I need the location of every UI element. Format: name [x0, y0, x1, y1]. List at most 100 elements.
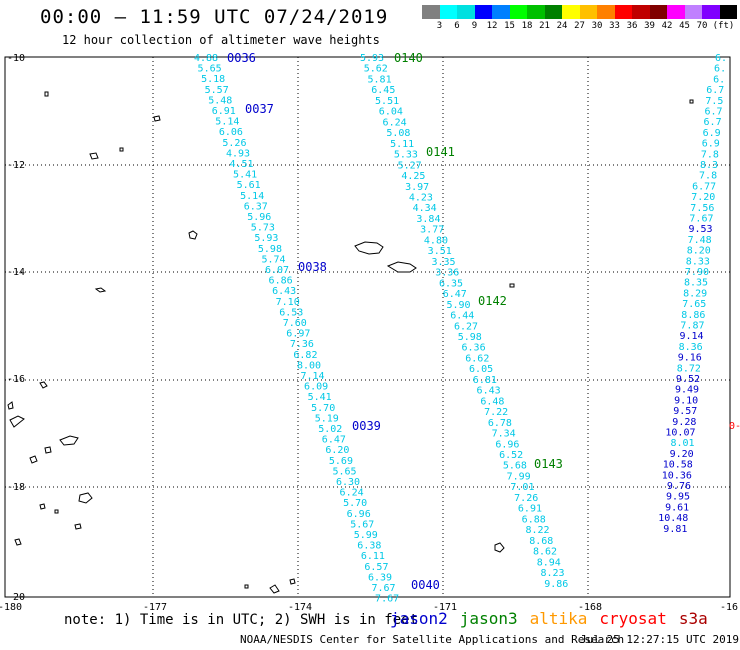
longitude-label: -174: [288, 602, 312, 613]
swh-value: 9.86: [544, 579, 568, 590]
swh-value: 6.82: [293, 350, 317, 361]
scale-label: 9: [471, 21, 478, 31]
longitude-label: -180: [0, 602, 22, 613]
swh-value: 5.02: [318, 424, 342, 435]
scale-label: 45: [679, 21, 690, 31]
swh-value: 6.7: [704, 107, 722, 118]
track-b-swh-values: 5.935.625.816.455.516.046.245.085.115.33…: [360, 53, 568, 590]
swh-value: 4.25: [401, 171, 425, 182]
swh-value: 6.53: [279, 307, 303, 318]
swh-value: 7.99: [507, 471, 531, 482]
pass-label: 0143: [534, 457, 563, 471]
swh-value: 6.77: [692, 181, 716, 192]
scale-swatch: [492, 5, 510, 19]
swh-value: 6.04: [379, 107, 403, 118]
swh-value: 6.81: [473, 375, 497, 386]
swh-value: 4.34: [413, 203, 437, 214]
swh-value: 5.19: [315, 413, 339, 424]
islands: [7, 91, 694, 594]
swh-value: 7.5: [705, 96, 723, 107]
swh-value: 6.30: [336, 477, 360, 488]
swh-value: 5.33: [394, 150, 418, 161]
legend-item-cryosat: cryosat: [599, 609, 667, 628]
note-text: note: 1) Time is in UTC; 2) SWH is in fe…: [64, 612, 419, 628]
swh-value: 6.52: [499, 450, 523, 461]
swh-value: 5.57: [205, 85, 229, 96]
swh-value: 5.26: [222, 138, 246, 149]
island-upolu: [386, 261, 417, 273]
swh-value: 9.16: [678, 353, 702, 364]
scale-label: 6: [454, 21, 460, 31]
swh-value: 5.93: [254, 233, 278, 244]
swh-value: 7.65: [682, 299, 706, 310]
swh-value: 5.48: [208, 95, 232, 106]
swh-value: 8.00: [297, 360, 321, 371]
swh-value: 9.49: [675, 385, 699, 396]
swh-value: 7.48: [688, 235, 712, 246]
scale-label: 24: [556, 21, 568, 31]
scale-swatch: [509, 5, 527, 19]
latitude-labels: -10 -12 -14 -16 -18 -20: [7, 53, 25, 603]
pass-labels: 0036 0037 0038 0039 0040 0140 0141 0142 0143: [227, 51, 563, 592]
scale-label: 42: [661, 21, 673, 31]
swh-value: 10.48: [658, 513, 688, 524]
scale-label: 70: [696, 21, 708, 31]
swh-value: 5.65: [332, 466, 356, 477]
color-scale: [422, 5, 737, 19]
swh-value: 7.87: [680, 321, 704, 332]
island: [188, 230, 198, 240]
scale-swatch: [562, 5, 580, 19]
swh-value: 3.84: [416, 214, 440, 225]
scale-label: 12: [486, 21, 498, 31]
pass-label: 0039: [352, 419, 381, 433]
swh-value: 6.43: [272, 286, 296, 297]
scale-label: 27: [574, 21, 585, 31]
swh-value: 5.14: [240, 191, 264, 202]
scale-swatch: [632, 5, 650, 19]
swh-value: 7.60: [283, 318, 307, 329]
swh-value: 6.07: [265, 265, 289, 276]
swh-value: 5.81: [368, 74, 392, 85]
swh-value: 6.91: [518, 504, 542, 515]
swh-value: 5.67: [350, 519, 374, 530]
swh-value: 8.62: [533, 547, 557, 558]
scale-swatch: [527, 5, 545, 19]
swh-value: 5.70: [311, 403, 335, 414]
swh-value: 7.67: [372, 583, 396, 594]
swh-value: 8.23: [540, 568, 564, 579]
island-savaii: [354, 241, 384, 255]
swh-value: 6.24: [383, 117, 407, 128]
pass-label: 0037: [245, 102, 274, 116]
swh-value: 8.72: [677, 363, 701, 374]
swh-value: 5.08: [386, 128, 410, 139]
swh-value: 6.43: [477, 386, 501, 397]
page-subtitle: 12 hour collection of altimeter wave hei…: [62, 33, 380, 47]
swh-value: 8.20: [687, 246, 711, 257]
swh-value: 6.36: [462, 343, 486, 354]
swh-value: 5.11: [390, 139, 414, 150]
island: [94, 287, 107, 293]
scale-swatch: [474, 5, 492, 19]
swh-value: 5.93: [360, 53, 384, 64]
satellite-legend: jason2 jason3 altika cryosat s3a: [390, 609, 720, 628]
scale-swatch: [544, 5, 562, 19]
swh-value: 6.7: [704, 117, 722, 128]
legend-item-jason2: jason2: [390, 609, 448, 628]
swh-value: 9.53: [689, 224, 713, 235]
scale-swatch: [597, 5, 615, 19]
swh-value: 9.28: [672, 417, 696, 428]
legend-item-jason3: jason3: [459, 609, 518, 628]
pass-label: 0038: [298, 260, 327, 274]
swh-value: 9.52: [676, 374, 700, 385]
swh-value: 7.8: [701, 149, 719, 160]
swh-value: 6.96: [347, 509, 371, 520]
swh-value: 6.96: [495, 439, 519, 450]
scale-swatch: [439, 5, 457, 19]
scale-label: 39: [644, 21, 655, 31]
scale-label: 21: [539, 21, 550, 31]
swh-value: 7.90: [685, 267, 709, 278]
scale-swatch: [649, 5, 667, 19]
swh-value: 7.14: [301, 371, 325, 382]
swh-value: 6.9: [703, 128, 721, 139]
